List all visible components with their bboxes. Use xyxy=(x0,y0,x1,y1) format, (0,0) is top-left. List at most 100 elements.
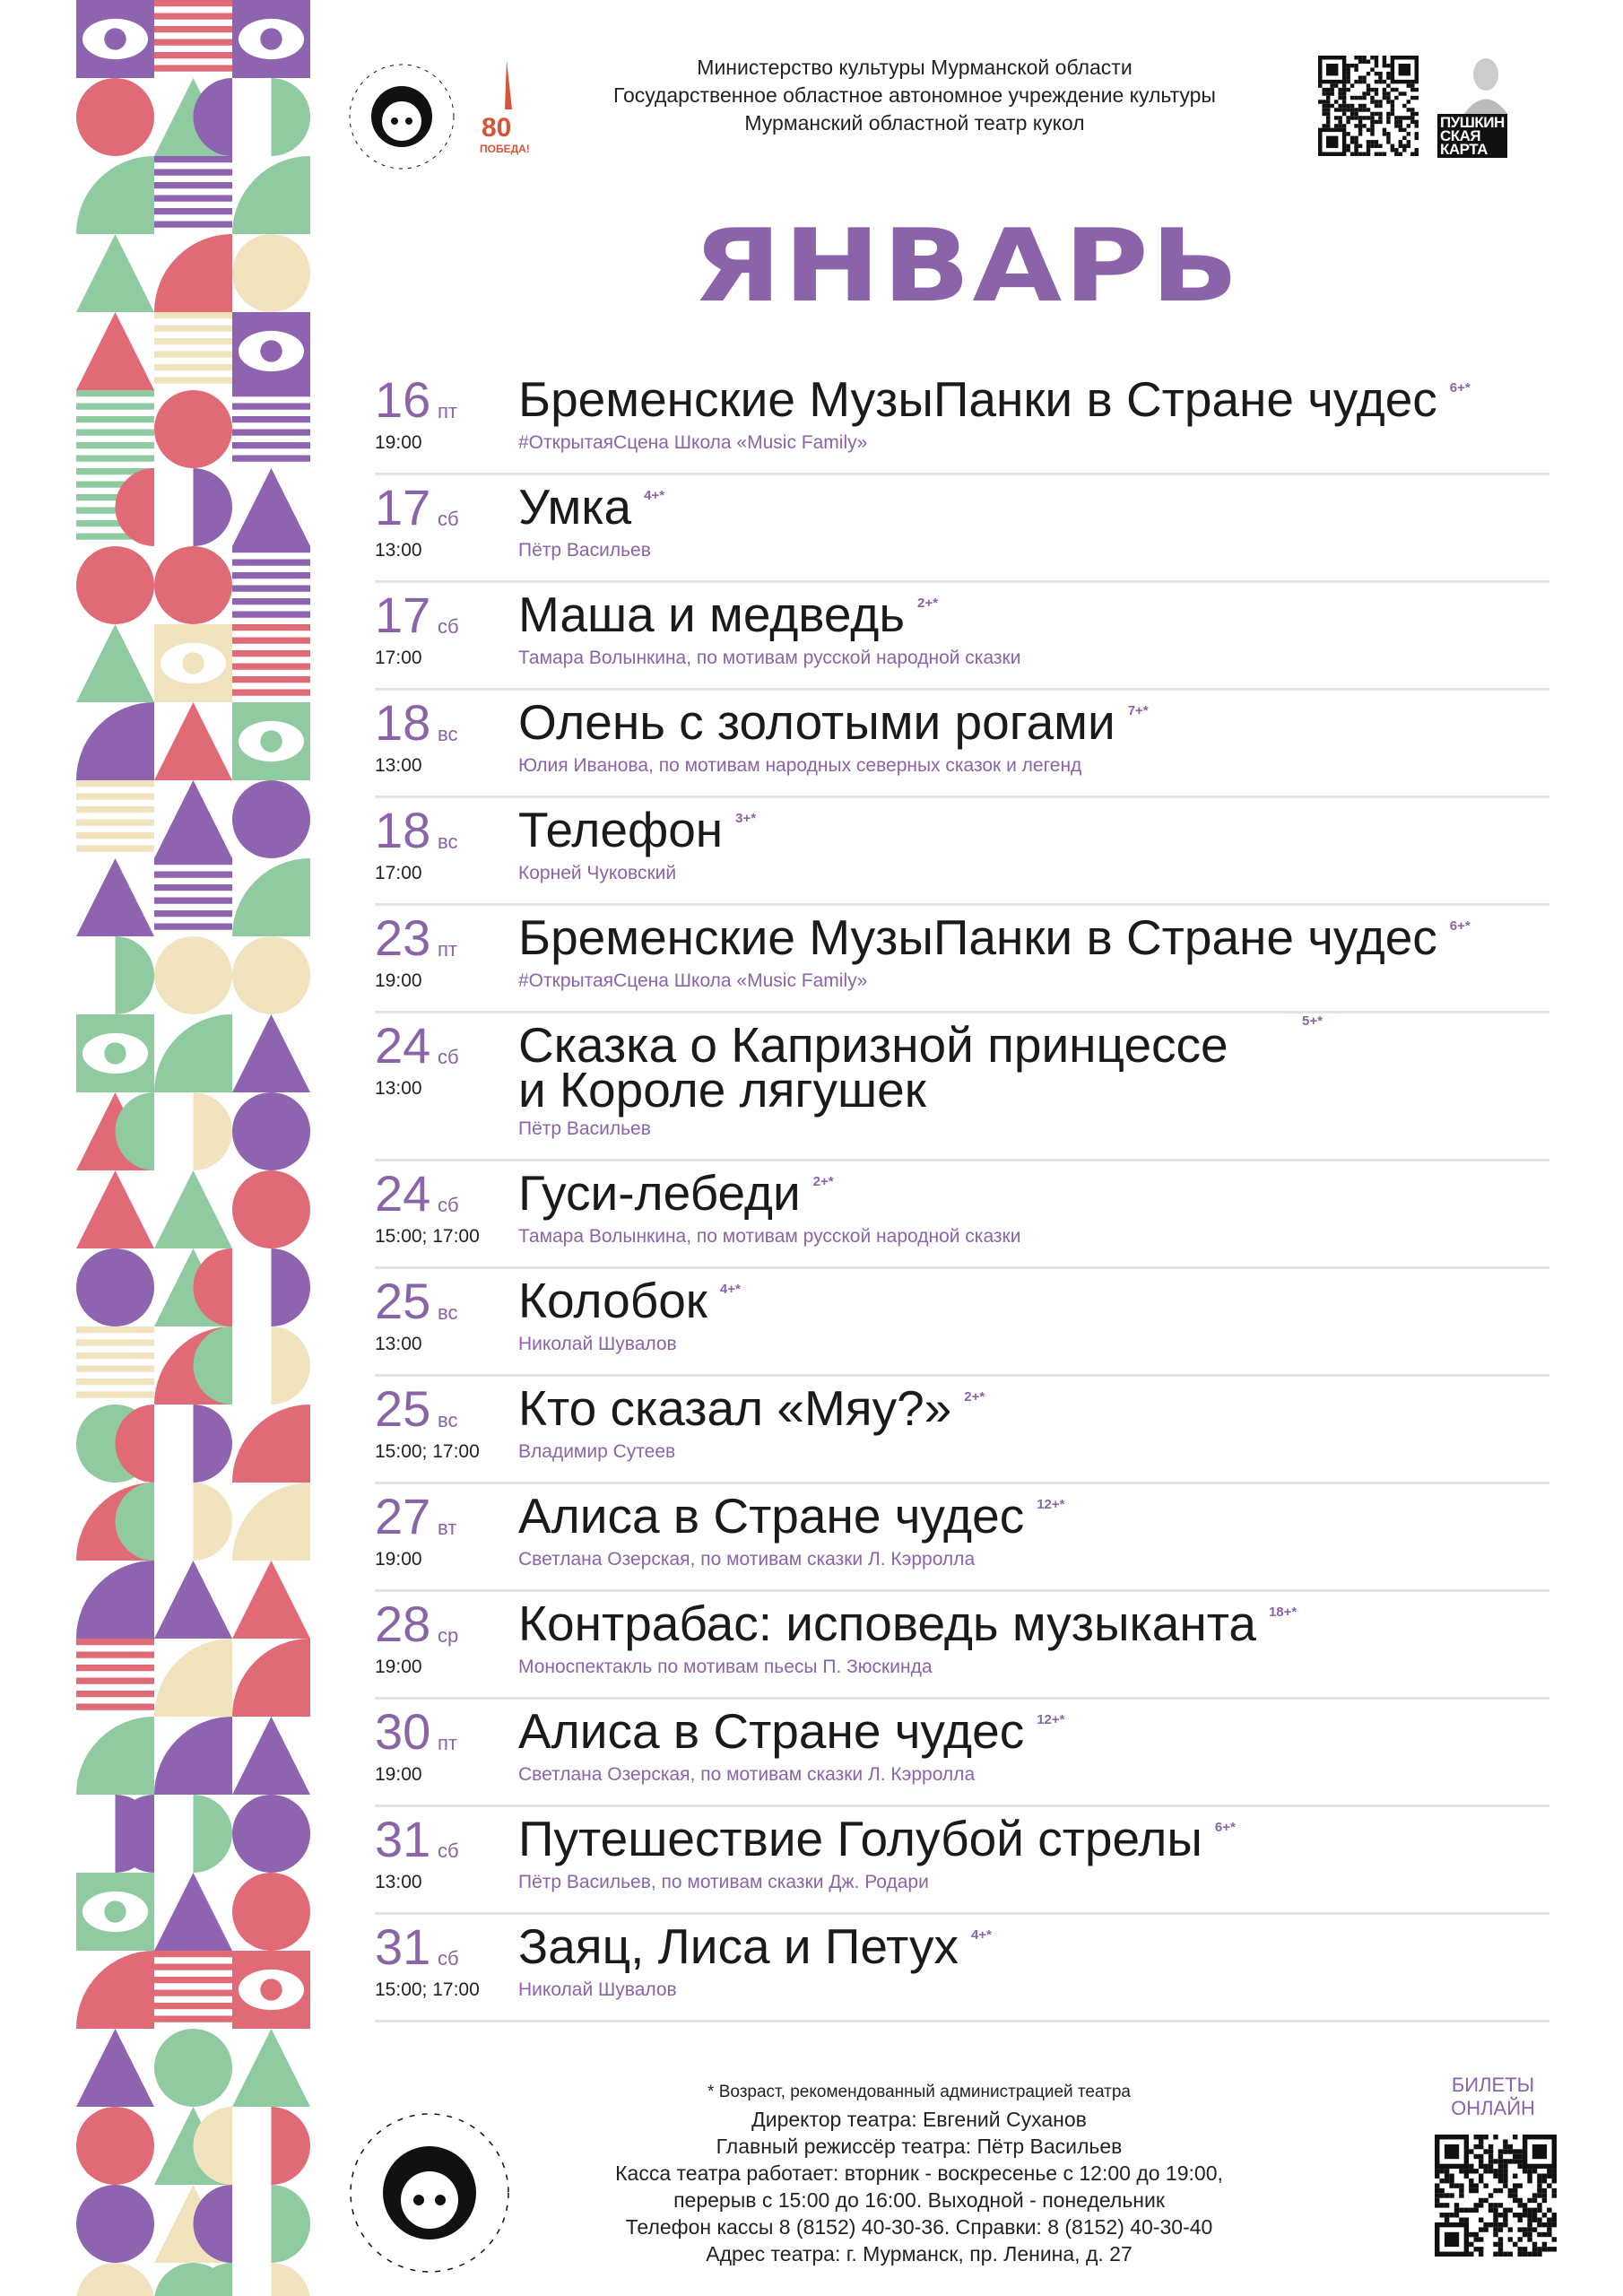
schedule-list: 16 пт 19:00 Бременские МузыПанки в Стран… xyxy=(375,368,1549,2022)
stripe-shape xyxy=(76,494,154,501)
quarter-circle-shape xyxy=(154,1639,232,1717)
stripe-shape xyxy=(76,455,154,462)
circle-shape xyxy=(232,1795,310,1873)
stripe-shape xyxy=(76,416,154,423)
qr-code-tickets[interactable] xyxy=(1435,2135,1557,2257)
stripe-shape xyxy=(76,1365,154,1372)
qr-code-top[interactable] xyxy=(1315,56,1421,156)
stripe-shape xyxy=(154,208,232,215)
show-author: #ОткрытаяСцена Школа «Music Family» xyxy=(518,432,868,453)
show-time: 15:00; 17:00 xyxy=(375,1226,480,1247)
triangle-shape xyxy=(154,1170,232,1248)
decorative-pattern-strip xyxy=(76,0,310,2296)
footer-line: Касса театра работает: вторник - воскрес… xyxy=(615,2161,1223,2185)
stripe-shape xyxy=(154,182,232,189)
age-rating: 6+* xyxy=(1449,380,1471,396)
day-of-week: сб xyxy=(438,615,459,638)
show-title: Умка 4+* xyxy=(518,479,665,535)
circle-shape xyxy=(76,1248,154,1326)
age-rating: 3+* xyxy=(735,811,757,826)
stripe-shape xyxy=(154,377,232,384)
show-time: 13:00 xyxy=(375,1334,422,1354)
stripe-shape xyxy=(154,1951,232,1958)
quarter-circle-shape xyxy=(232,858,310,936)
triangle-shape xyxy=(154,1873,232,1951)
circle-shape xyxy=(76,78,154,156)
stripe-shape xyxy=(232,611,310,618)
show-title: Олень с золотыми рогами 7+* xyxy=(518,694,1149,750)
show-author: Пётр Васильев, по мотивам сказки Дж. Род… xyxy=(518,1872,929,1892)
circle-shape xyxy=(76,2185,154,2263)
date-day: 16 xyxy=(375,371,431,428)
age-note: * Возраст, рекомендованный администрацие… xyxy=(707,2083,1131,2101)
circle-shape xyxy=(232,234,310,312)
stripe-shape xyxy=(232,559,310,566)
schedule-row: 16 пт 19:00 Бременские МузыПанки в Стран… xyxy=(375,368,1549,475)
circle-shape xyxy=(154,546,232,624)
schedule-row: 24 сб 15:00; 17:00 Гуси-лебеди 2+* Тамара… xyxy=(375,1161,1549,1269)
stripe-shape xyxy=(76,832,154,839)
triangle-shape xyxy=(76,858,154,936)
triangle-shape xyxy=(154,702,232,780)
schedule-row: 24 сб 13:00 Сказка о Капризной принцессе… xyxy=(375,1013,1549,1161)
triangle-shape xyxy=(76,312,154,390)
eye-pupil xyxy=(104,28,126,50)
show-time: 13:00 xyxy=(375,540,422,561)
stripe-shape xyxy=(76,806,154,813)
stripe-shape xyxy=(232,650,310,657)
triangle-shape xyxy=(232,1561,310,1639)
show-title: Гуси-лебеди 2+* xyxy=(518,1165,834,1221)
circle-shape xyxy=(232,1873,310,1951)
day-of-week: сб xyxy=(438,508,459,530)
schedule-row: 25 вс 13:00 Колобок 4+* Николай Шувалов xyxy=(375,1269,1549,1377)
stripe-shape xyxy=(154,52,232,59)
stripe-shape xyxy=(76,1391,154,1398)
schedule-row: 28 ср 19:00 Контрабас: исповедь музыкант… xyxy=(375,1592,1549,1700)
day-of-week: вс xyxy=(438,723,458,745)
stripe-shape xyxy=(154,1963,232,1970)
stripe-shape xyxy=(154,65,232,72)
age-rating: 12+* xyxy=(1037,1712,1065,1727)
show-author: Владимир Сутеев xyxy=(518,1441,676,1462)
triangle-shape xyxy=(76,234,154,312)
stripe-shape xyxy=(154,351,232,358)
svg-text:80: 80 xyxy=(482,113,511,143)
schedule-row: 31 сб 13:00 Путешествие Голубой стрелы 6+… xyxy=(375,1807,1549,1915)
date-day: 31 xyxy=(375,1811,431,1867)
age-rating: 18+* xyxy=(1268,1605,1298,1620)
stripe-shape xyxy=(154,923,232,930)
show-author: #ОткрытаяСцена Школа «Music Family» xyxy=(518,970,868,991)
footer-info: * Возраст, рекомендованный администрацие… xyxy=(574,2079,1264,2267)
half-circle-shape xyxy=(271,1248,310,1326)
half-circle-shape xyxy=(193,1326,232,1405)
stripe-shape xyxy=(232,416,310,423)
footer-line: Директор театра: Евгений Суханов xyxy=(751,2108,1087,2131)
tickets-online-label: БИЛЕТЫ ОНЛАЙН xyxy=(1451,2074,1535,2119)
header-line: Мурманский областной театр кукол xyxy=(744,111,1085,135)
stripe-shape xyxy=(232,689,310,696)
day-of-week: сб xyxy=(438,1194,459,1216)
show-title: Маша и медведь 2+* xyxy=(518,587,938,642)
triangle-shape xyxy=(154,780,232,858)
show-time: 13:00 xyxy=(375,755,422,776)
triangle-shape xyxy=(76,624,154,702)
quarter-circle-shape xyxy=(154,1717,232,1795)
stripe-shape xyxy=(76,1677,154,1684)
triangle-shape xyxy=(76,2029,154,2107)
date-day: 25 xyxy=(375,1380,431,1437)
victory-80-logo: 80 ПОБЕДА! xyxy=(480,60,530,155)
stripe-shape xyxy=(154,169,232,176)
stripe-shape xyxy=(154,858,232,865)
half-circle-shape xyxy=(194,2263,232,2296)
circle-shape xyxy=(76,2263,154,2296)
schedule-row: 23 пт 19:00 Бременские МузыПанки в Стран… xyxy=(375,906,1549,1013)
stripe-shape xyxy=(232,572,310,579)
show-title: Сказка о Капризной принцессе и Короле ляг… xyxy=(518,1017,1228,1118)
show-author: Корней Чуковский xyxy=(518,863,677,883)
show-title: Путешествие Голубой стрелы 6+* xyxy=(518,1811,1236,1866)
half-circle-shape xyxy=(193,468,232,546)
quarter-circle-shape xyxy=(154,234,232,312)
stripe-shape xyxy=(154,884,232,891)
date-day: 18 xyxy=(375,694,431,751)
stripe-shape xyxy=(154,312,232,319)
